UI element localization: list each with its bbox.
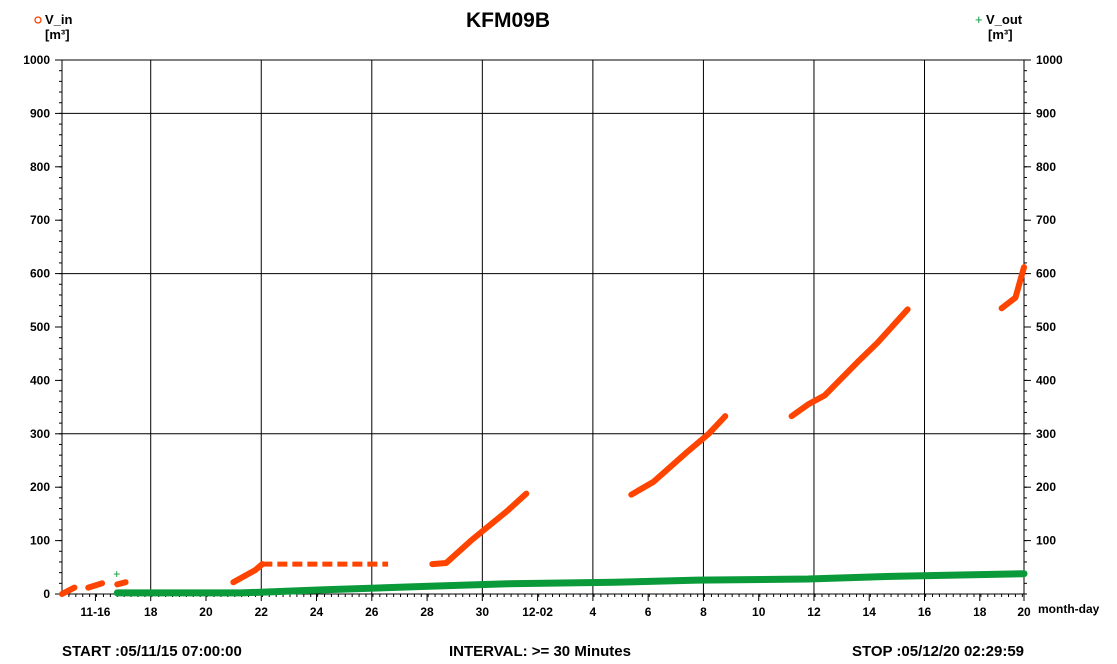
x-tick-label: 20 [1017, 605, 1031, 619]
v-in-segment [998, 264, 1027, 312]
x-tick-label: 14 [863, 605, 877, 619]
data-series: + [59, 264, 1028, 597]
x-tick-label: 24 [310, 605, 324, 619]
left-tick-label: 100 [30, 534, 50, 548]
x-tick-label: 10 [752, 605, 766, 619]
minor-ticks [59, 59, 1027, 597]
v-in-segment [628, 413, 729, 498]
right-legend: + V_out [m³] [975, 12, 1023, 42]
x-tick-label: 22 [255, 605, 269, 619]
left-tick-label: 800 [30, 160, 50, 174]
grid-lines [62, 60, 1024, 594]
interval-label: INTERVAL: >= 30 Minutes [449, 643, 631, 660]
left-tick-label: 400 [30, 373, 50, 387]
x-tick-label: 6 [645, 605, 652, 619]
right-tick-label: 700 [1036, 213, 1056, 227]
right-tick-label: 600 [1036, 267, 1056, 281]
left-tick-label: 1000 [23, 53, 50, 67]
series-v-out: + [113, 567, 1028, 597]
left-tick-label: 300 [30, 427, 50, 441]
right-tick-label: 500 [1036, 320, 1056, 334]
left-tick-label: 0 [43, 587, 50, 601]
v-in-marker-icon [34, 16, 42, 24]
stop-time: STOP :05/12/20 02:29:59 [852, 643, 1024, 660]
x-tick-label: 20 [199, 605, 213, 619]
x-tick-label: 18 [973, 605, 987, 619]
left-unit-label: [m³] [45, 27, 70, 42]
v-out-line [113, 570, 1028, 597]
v-in-segment [230, 561, 266, 586]
x-axis: 11-16 18 20 22 24 26 28 30 12-02 4 6 8 10 12 14 16 18 20 [80, 594, 1031, 619]
right-tick-label: 300 [1036, 427, 1056, 441]
x-tick-label: 26 [365, 605, 379, 619]
left-series-label: V_in [45, 12, 73, 27]
v-in-segment [59, 584, 78, 597]
left-legend: V_in [m³] [34, 12, 73, 42]
left-tick-label: 700 [30, 213, 50, 227]
v-in-segment [114, 579, 129, 588]
left-tick-label: 900 [30, 106, 50, 120]
v-in-segment [85, 580, 106, 591]
x-tick-label: 18 [144, 605, 158, 619]
x-tick-label: 28 [420, 605, 434, 619]
x-tick-label: 12 [807, 605, 821, 619]
v-in-segment [429, 490, 530, 568]
left-tick-label: 600 [30, 267, 50, 281]
right-tick-label: 200 [1036, 480, 1056, 494]
x-tick-label: 8 [700, 605, 707, 619]
plot-frame [61, 59, 1025, 595]
left-tick-label: 200 [30, 480, 50, 494]
right-unit-label: [m³] [988, 27, 1013, 42]
right-tick-label: 800 [1036, 160, 1056, 174]
left-tick-label: 500 [30, 320, 50, 334]
right-axis: 100 200 300 400 500 600 700 800 900 1000 [1024, 53, 1063, 548]
x-tick-label: 11-16 [80, 605, 110, 619]
x-tick-label: 30 [476, 605, 490, 619]
v-out-point: + [113, 567, 120, 581]
start-time: START :05/11/15 07:00:00 [62, 643, 242, 660]
left-axis: 0 100 200 300 400 500 600 700 800 900 1000 [23, 53, 62, 601]
x-tick-label: 16 [918, 605, 932, 619]
v-out-marker-icon: + [975, 12, 983, 27]
series-v-in [59, 264, 1027, 597]
x-tick-label: 12-02 [522, 605, 553, 619]
right-tick-label: 400 [1036, 373, 1056, 387]
v-in-segment [788, 306, 911, 420]
right-tick-label: 1000 [1036, 53, 1063, 67]
x-axis-label: month-day [1038, 602, 1100, 616]
right-tick-label: 100 [1036, 534, 1056, 548]
x-tick-label: 4 [590, 605, 597, 619]
right-series-label: V_out [986, 12, 1023, 27]
right-tick-label: 900 [1036, 106, 1056, 120]
chart-title: KFM09B [466, 9, 550, 32]
